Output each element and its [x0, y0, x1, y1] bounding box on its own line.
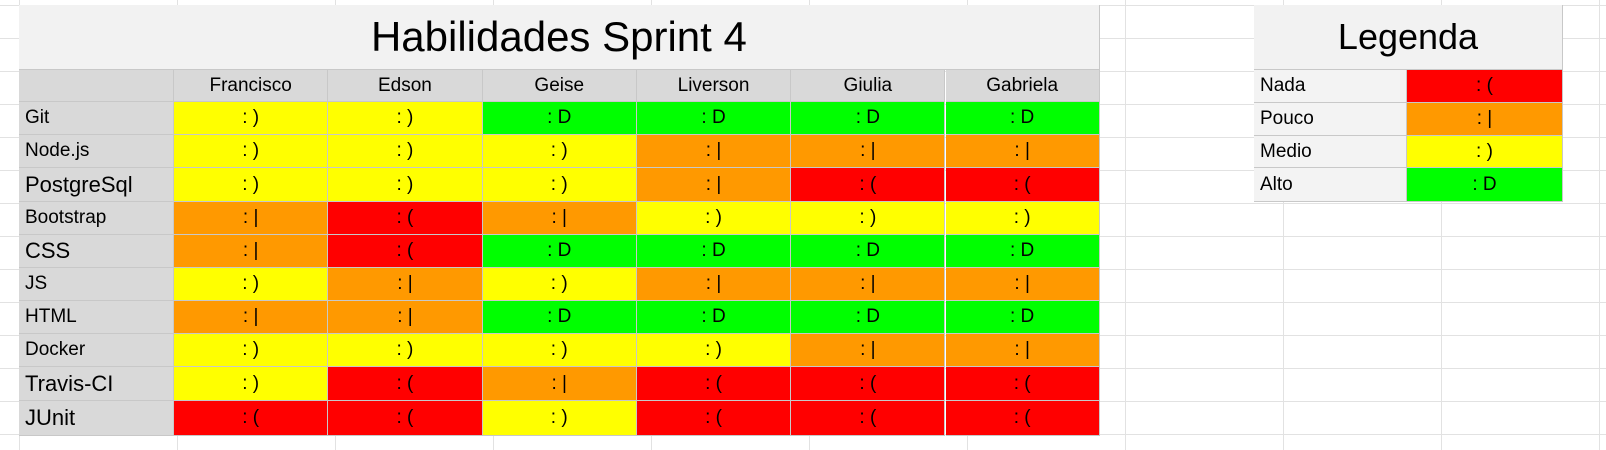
skill-level-cell[interactable]: : | [945, 268, 1100, 301]
skill-level-cell[interactable]: : ) [174, 334, 329, 367]
skill-level-cell[interactable]: : ( [328, 367, 483, 401]
legend-swatch: : ) [1407, 136, 1563, 168]
skill-level-cell[interactable]: : ) [482, 334, 637, 367]
skill-level-cell[interactable]: : | [636, 268, 792, 301]
skill-level-cell[interactable]: : D [636, 102, 792, 135]
skill-level-cell[interactable]: : ) [636, 202, 792, 235]
skill-level-cell[interactable]: : | [791, 135, 946, 168]
skill-level-cell[interactable]: : | [636, 168, 792, 202]
skill-level-cell[interactable]: : ( [328, 401, 483, 436]
skill-level-cell[interactable]: : D [945, 102, 1100, 135]
skill-level-cell[interactable]: : ) [174, 168, 329, 202]
skill-label: Docker [19, 334, 174, 367]
skill-level-cell[interactable]: : ) [174, 367, 329, 401]
skill-level-cell[interactable]: : | [791, 268, 946, 301]
skill-level-cell[interactable]: : ) [482, 135, 637, 168]
skill-level-cell[interactable]: : D [791, 235, 946, 268]
legend-swatch: : ( [1407, 70, 1563, 103]
skill-level-cell[interactable]: : D [636, 301, 792, 334]
skill-level-cell[interactable]: : ) [482, 168, 637, 202]
skill-level-cell[interactable]: : ( [945, 401, 1100, 436]
skill-label: Bootstrap [19, 202, 174, 235]
skill-level-cell[interactable]: : ) [482, 268, 637, 301]
skill-label: Node.js [19, 135, 174, 168]
skill-level-cell[interactable]: : ) [328, 334, 483, 367]
skill-level-cell[interactable]: : ) [174, 268, 329, 301]
skill-level-cell[interactable]: : D [945, 235, 1100, 268]
person-header: Liverson [636, 70, 792, 102]
skill-level-cell[interactable]: : ) [174, 135, 329, 168]
skill-label: CSS [19, 235, 174, 268]
skill-level-cell[interactable]: : ) [482, 401, 637, 436]
skill-level-cell[interactable]: : ( [328, 235, 483, 268]
skill-label: PostgreSql [19, 168, 174, 202]
skill-level-cell[interactable]: : D [791, 301, 946, 334]
skill-level-cell[interactable]: : ) [791, 202, 946, 235]
legend-swatch: : D [1407, 168, 1563, 202]
skill-level-cell[interactable]: : | [328, 268, 483, 301]
skill-level-cell[interactable]: : ( [636, 367, 792, 401]
skill-level-cell[interactable]: : D [945, 301, 1100, 334]
skill-level-cell[interactable]: : D [636, 235, 792, 268]
skill-level-cell[interactable]: : | [328, 301, 483, 334]
skill-level-cell[interactable]: : ( [328, 202, 483, 235]
legend-title: Legenda [1254, 5, 1563, 70]
skill-label: Git [19, 102, 174, 135]
skill-label: JS [19, 268, 174, 301]
skill-level-cell[interactable]: : D [791, 102, 946, 135]
skill-level-cell[interactable]: : ( [791, 401, 946, 436]
skill-level-cell[interactable]: : ) [174, 102, 329, 135]
person-header: Gabriela [945, 70, 1100, 102]
skill-level-cell[interactable]: : ( [791, 168, 946, 202]
skill-level-cell[interactable]: : ) [328, 168, 483, 202]
skill-level-cell[interactable]: : | [945, 334, 1100, 367]
skill-level-cell[interactable]: : | [174, 235, 329, 268]
skill-level-cell[interactable]: : | [636, 135, 792, 168]
skill-level-cell[interactable]: : D [482, 301, 637, 334]
skill-level-cell[interactable]: : | [945, 135, 1100, 168]
skill-label: HTML [19, 301, 174, 334]
sheet-title: Habilidades Sprint 4 [19, 5, 1100, 70]
skill-level-cell[interactable]: : ) [328, 102, 483, 135]
person-header: Geise [482, 70, 637, 102]
skill-level-cell[interactable]: : ) [636, 334, 792, 367]
person-header: Francisco [174, 70, 329, 102]
skill-level-cell[interactable]: : ( [945, 367, 1100, 401]
header-corner-cell [19, 70, 174, 102]
legend-label: Nada [1254, 70, 1407, 103]
legend-label: Pouco [1254, 103, 1407, 136]
person-header: Edson [328, 70, 483, 102]
legend-label: Alto [1254, 168, 1407, 202]
skill-level-cell[interactable]: : ) [328, 135, 483, 168]
skill-level-cell[interactable]: : | [791, 334, 946, 367]
person-header: Giulia [791, 70, 946, 102]
skill-level-cell[interactable]: : ) [945, 202, 1100, 235]
skill-level-cell[interactable]: : ( [791, 367, 946, 401]
skill-level-cell[interactable]: : ( [174, 401, 329, 436]
skill-level-cell[interactable]: : | [482, 367, 637, 401]
skill-level-cell[interactable]: : D [482, 102, 637, 135]
skill-level-cell[interactable]: : ( [945, 168, 1100, 202]
skill-level-cell[interactable]: : | [174, 202, 329, 235]
legend-label: Medio [1254, 136, 1407, 168]
skill-level-cell[interactable]: : ( [636, 401, 792, 436]
skill-label: JUnit [19, 401, 174, 436]
skill-level-cell[interactable]: : | [482, 202, 637, 235]
legend-swatch: : | [1407, 103, 1563, 136]
skill-label: Travis-CI [19, 367, 174, 401]
skill-level-cell[interactable]: : D [482, 235, 637, 268]
skill-level-cell[interactable]: : | [174, 301, 329, 334]
